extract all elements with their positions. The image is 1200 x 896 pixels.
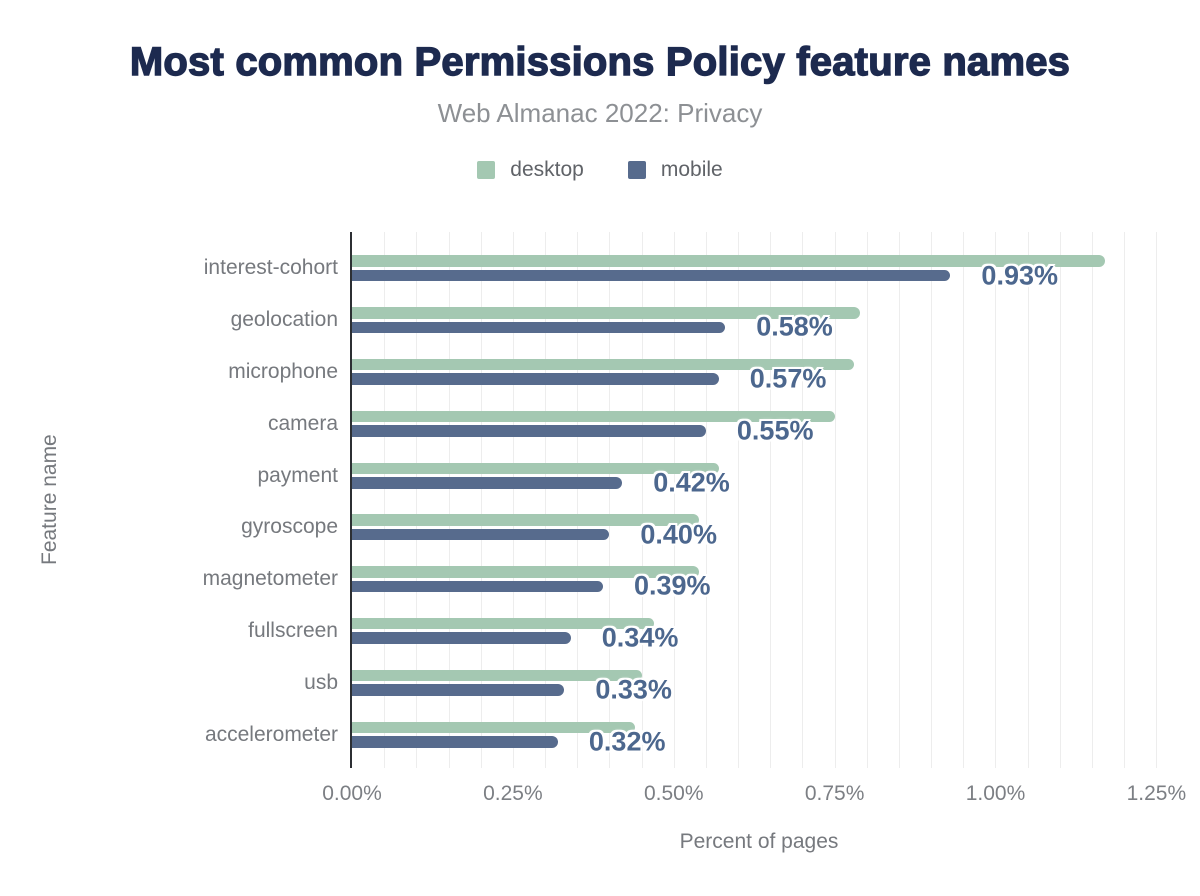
value-label-fullscreen: 0.34% <box>601 622 679 653</box>
desktop-bar-interest-cohort[interactable] <box>352 255 1105 267</box>
value-label-payment: 0.42% <box>653 467 730 498</box>
category-label-fullscreen: fullscreen <box>248 618 338 642</box>
mobile-bar-accelerometer[interactable] <box>352 736 558 748</box>
value-label-camera: 0.55% <box>736 415 814 446</box>
mobile-bar-payment[interactable] <box>352 477 623 489</box>
legend-label-desktop: desktop <box>510 158 584 181</box>
legend-item-desktop: desktop <box>477 158 584 182</box>
value-label-usb: 0.33% <box>595 674 672 705</box>
gridline <box>963 232 965 768</box>
x-tick-label-0.00%: 0.00% <box>322 782 382 805</box>
gridline <box>898 232 900 768</box>
gridline <box>802 232 804 768</box>
mobile-bar-magnetometer[interactable] <box>352 580 603 593</box>
gridline <box>1027 232 1029 768</box>
value-label-magnetometer: 0.39% <box>633 570 711 601</box>
gridline <box>577 232 579 768</box>
gridline <box>448 232 450 768</box>
x-axis-title: Percent of pages <box>679 830 839 853</box>
x-tick-label-0.50%: 0.50% <box>643 782 704 805</box>
gridline <box>480 232 482 768</box>
value-label-gyroscope: 0.40% <box>640 519 717 549</box>
desktop-bar-usb[interactable] <box>352 669 642 682</box>
gridline <box>834 232 836 768</box>
gridline <box>1059 232 1061 768</box>
legend-item-mobile: mobile <box>627 158 723 182</box>
gridline <box>545 232 547 768</box>
plot-area: Percent of pages interest-cohort 0.93% geo… <box>203 232 1186 853</box>
category-label-accelerometer: accelerometer <box>204 722 338 746</box>
category-label-geolocation: geolocation <box>230 308 338 332</box>
desktop-bar-gyroscope[interactable] <box>352 514 700 526</box>
x-tick-label-0.25%: 0.25% <box>483 782 543 805</box>
gridline <box>384 232 386 768</box>
value-label-geolocation: 0.58% <box>756 311 833 342</box>
gridline <box>641 232 643 768</box>
legend: desktop mobile <box>0 158 1200 182</box>
mobile-bar-interest-cohort[interactable] <box>352 269 951 282</box>
category-label-magnetometer: magnetometer <box>202 567 338 591</box>
gridline <box>995 232 997 768</box>
gridline <box>1124 232 1126 768</box>
category-label-payment: payment <box>257 463 338 487</box>
gridline <box>1092 232 1093 768</box>
gridline <box>1156 232 1158 768</box>
x-tick-label-1.00%: 1.00% <box>965 782 1026 805</box>
legend-label-mobile: mobile <box>660 158 723 181</box>
desktop-bar-magnetometer[interactable] <box>352 566 700 578</box>
desktop-bar-microphone[interactable] <box>352 358 854 371</box>
desktop-bar-fullscreen[interactable] <box>352 617 655 630</box>
gridline <box>512 232 514 768</box>
chart-subtitle: Web Almanac 2022: Privacy <box>437 98 763 128</box>
mobile-bar-usb[interactable] <box>352 684 565 696</box>
desktop-bar-geolocation[interactable] <box>352 307 861 319</box>
category-label-interest-cohort: interest-cohort <box>203 256 338 280</box>
value-label-accelerometer: 0.32% <box>588 726 666 757</box>
category-label-camera: camera <box>267 411 338 435</box>
desktop-bar-accelerometer[interactable] <box>352 721 636 733</box>
category-label-microphone: microphone <box>228 359 338 383</box>
y-axis-title: Feature name <box>38 434 61 566</box>
category-label-usb: usb <box>304 670 338 694</box>
gridline <box>866 232 868 768</box>
mobile-bar-gyroscope[interactable] <box>352 528 610 541</box>
mobile-bar-microphone[interactable] <box>352 373 719 385</box>
x-tick-label-0.75%: 0.75% <box>804 782 865 805</box>
mobile-bar-geolocation[interactable] <box>352 321 726 334</box>
gridline <box>609 232 611 768</box>
gridline <box>738 232 740 768</box>
mobile-bar-fullscreen[interactable] <box>352 632 571 644</box>
chart-title: Most common Permissions Policy feature n… <box>129 39 1071 84</box>
desktop-bar-payment[interactable] <box>352 462 719 474</box>
gridline <box>705 232 707 768</box>
desktop-bar-camera[interactable] <box>352 410 835 423</box>
gridline <box>416 232 418 768</box>
desktop-swatch-icon <box>477 161 496 179</box>
gridline <box>673 232 675 768</box>
x-tick-label-1.25%: 1.25% <box>1126 782 1187 805</box>
gridline <box>770 232 772 768</box>
mobile-bar-camera[interactable] <box>352 425 706 437</box>
value-label-interest-cohort: 0.93% <box>981 260 1058 290</box>
value-label-microphone: 0.57% <box>749 363 827 394</box>
gridline <box>931 232 933 768</box>
mobile-swatch-icon <box>627 161 646 179</box>
category-label-gyroscope: gyroscope <box>241 515 338 539</box>
